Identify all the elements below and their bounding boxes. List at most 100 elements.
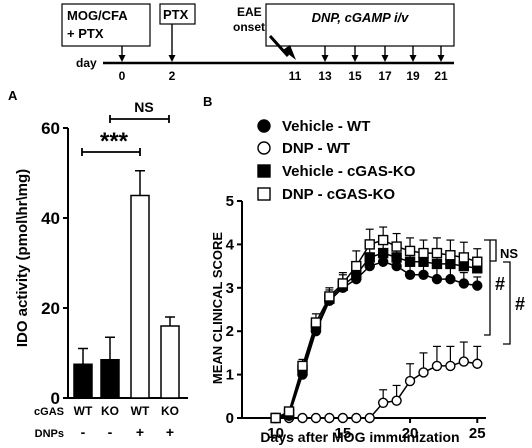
timeline-arrowhead-15 <box>351 55 359 62</box>
dnps-row-label: DNPs <box>35 428 64 440</box>
timeline-day-15: 15 <box>348 69 362 83</box>
panel-b-ytick-label: 3 <box>226 280 234 297</box>
hash-bracket-1 <box>484 239 491 336</box>
series-0-line <box>275 260 478 419</box>
series-1-point <box>324 412 335 424</box>
series-3-point <box>472 256 483 267</box>
panel-a-ytick-label: 60 <box>41 119 60 138</box>
series-0-point <box>445 273 456 285</box>
series-1-point <box>351 412 362 424</box>
timeline: MOG/CFA + PTX PTX EAE onset DNP, cGAMP i… <box>61 3 455 83</box>
bracket-stars <box>81 148 141 156</box>
series-3-point <box>297 360 308 372</box>
panel-b-xtick-label: 15 <box>334 425 351 442</box>
hash-bracket-2 <box>503 261 511 345</box>
panel-b-xtick-label: 20 <box>402 425 419 442</box>
series-2-point <box>458 260 470 272</box>
series-3-point <box>283 406 295 417</box>
series-3-line <box>275 239 478 419</box>
bar-1 <box>100 359 120 399</box>
cgas-row-label: cGAS <box>34 406 64 418</box>
series-3-point <box>418 247 429 259</box>
panel-b-letter: B <box>203 94 212 109</box>
panel-b-xtick-label: 10 <box>267 425 284 442</box>
series-2-point <box>391 252 402 263</box>
timeline-arrowhead-17 <box>381 55 389 62</box>
series-1-point <box>418 367 429 378</box>
panel-b-ytick-label: 1 <box>226 367 234 384</box>
series-0-point <box>458 278 470 289</box>
series-3-point <box>445 250 456 261</box>
series-1-point <box>297 412 308 424</box>
series-1 <box>270 341 483 424</box>
dnps-value-2: + <box>136 424 144 440</box>
series-1-point <box>472 358 483 369</box>
bracket-ns <box>109 115 170 123</box>
series-0-point <box>377 256 389 267</box>
series-0-point <box>391 260 402 272</box>
bar-0 <box>73 363 93 399</box>
onset-line1: EAE <box>237 5 262 19</box>
series-3-point <box>458 252 470 263</box>
series-2-line <box>275 252 478 419</box>
series-1-point <box>337 412 349 424</box>
panel-b-ylabel: MEAN CLINICAL SCORE <box>210 232 225 384</box>
onset-arrow <box>268 34 290 58</box>
panel-b-ytick-label: 0 <box>226 410 234 427</box>
ns-label: NS <box>500 246 518 261</box>
immunization-box <box>61 3 151 47</box>
day-label: day <box>76 56 97 70</box>
cgas-value-1: KO <box>101 404 119 418</box>
box1-line1: MOG/CFA <box>67 8 128 23</box>
series-0-point <box>431 273 443 285</box>
series-0-point <box>472 280 483 291</box>
series-1-point <box>391 395 402 406</box>
panel-a: A IDO activity (pmol\hr\mg) 0 20 40 60 cGAS… <box>8 88 188 440</box>
series-3-point <box>324 291 335 302</box>
panel-b-ytick-label: 2 <box>226 323 234 340</box>
series-1-point <box>310 412 322 424</box>
significance-stars: *** <box>100 128 129 155</box>
panel-b-xlabel: Days after MOG immunization <box>260 429 459 445</box>
series-2 <box>270 239 483 424</box>
series-3-point <box>270 412 281 424</box>
series-3-point <box>310 317 322 328</box>
timeline-day-0: 0 <box>119 69 126 83</box>
onset-arrowhead <box>283 45 296 60</box>
panel-b: B MEAN CLINICAL SCORE Days after MOG imm… <box>203 94 525 445</box>
timeline-day-11: 11 <box>289 69 302 83</box>
series-0-point <box>364 260 375 272</box>
panel-a-letter: A <box>8 88 18 103</box>
series-0-point <box>418 269 429 280</box>
legend-marker-3 <box>257 187 271 201</box>
series-2-point <box>364 252 375 263</box>
panel-a-ylabel: IDO activity (pmol\hr\mg) <box>14 169 31 347</box>
hash-label-2: # <box>515 294 525 314</box>
box2-label: PTX <box>163 7 189 22</box>
bar-3 <box>160 325 180 399</box>
legend-marker-1 <box>257 141 271 155</box>
box1-line2: + PTX <box>67 26 104 41</box>
series-3-point <box>391 241 402 252</box>
panel-b-significance: NS # # <box>484 239 525 345</box>
ns-bracket <box>490 239 497 262</box>
significance-ns: NS <box>134 99 153 115</box>
timeline-arrowhead-0 <box>118 55 126 62</box>
panel-b-xtick-label: 25 <box>469 425 486 442</box>
cgas-value-3: KO <box>161 404 179 418</box>
cgas-value-0: WT <box>74 404 93 418</box>
timeline-arrowhead-21 <box>437 55 445 62</box>
timeline-day-2: 2 <box>169 69 176 83</box>
timeline-day-17: 17 <box>378 69 392 83</box>
timeline-arrowhead-19 <box>409 55 417 62</box>
cgas-value-2: WT <box>131 404 150 418</box>
series-3 <box>270 226 483 424</box>
timeline-day-19: 19 <box>406 69 420 83</box>
timeline-arrowhead-13 <box>321 55 329 62</box>
panel-a-ytick-label: 40 <box>41 209 60 228</box>
series-1-point <box>404 375 416 387</box>
treatment-box <box>265 3 455 47</box>
series-3-point <box>364 239 375 250</box>
legend-label-3: DNP - cGAS-KO <box>282 186 395 203</box>
series-2-point <box>377 247 389 259</box>
